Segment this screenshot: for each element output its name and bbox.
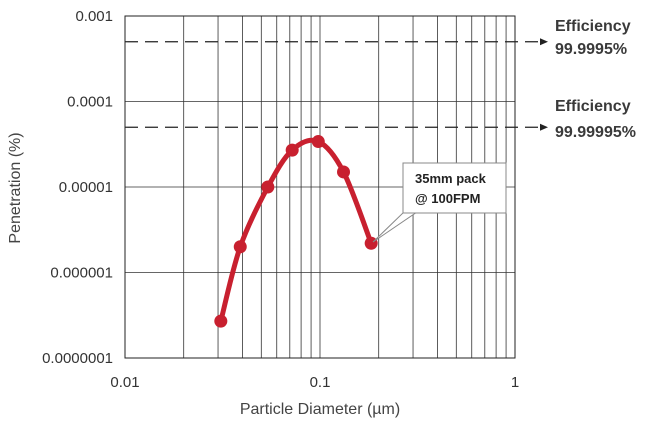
data-point-5 (311, 135, 325, 149)
efficiency-label-1: Efficiency 99.9995% (555, 18, 631, 58)
data-point-6 (337, 165, 351, 179)
reference-arrow-1 (540, 38, 548, 46)
y-axis-title: Penetration (%) (7, 132, 24, 243)
series-line (218, 137, 374, 324)
data-series (214, 135, 378, 328)
plot-frame (124, 15, 516, 359)
efficiency-label-1-value: 99.9995% (555, 41, 627, 58)
plot-border (124, 15, 516, 359)
callout-pointer (372, 209, 419, 243)
callout-box (402, 162, 507, 214)
callout-line-1: 35mm pack (415, 171, 487, 186)
data-point-4 (285, 143, 299, 157)
efficiency-label-2: Efficiency 99.99995% (555, 98, 636, 141)
callout: 35mm pack @ 100FPM (372, 162, 507, 243)
y-tick-label: 0.0001 (67, 94, 113, 111)
callout-line-2: @ 100FPM (415, 191, 480, 206)
efficiency-label-2-value: 99.99995% (555, 124, 636, 141)
x-tick-label: 0.01 (110, 374, 139, 391)
x-tick-label: 1 (511, 374, 519, 391)
tick-labels: 0.01 0.1 1 0.001 0.0001 0.00001 0.000001 0.0000… (42, 8, 519, 391)
data-point-3 (261, 180, 275, 194)
x-tick-label: 0.1 (310, 374, 331, 391)
y-tick-label: 0.000001 (50, 265, 113, 282)
reference-arrow-2 (540, 123, 548, 131)
efficiency-label-2-title: Efficiency (555, 98, 631, 115)
x-axis-title: Particle Diameter (µm) (240, 401, 400, 418)
y-tick-label: 0.001 (75, 8, 113, 25)
efficiency-label-1-title: Efficiency (555, 18, 631, 35)
reference-lines (125, 38, 548, 131)
y-tick-label: 0.00001 (59, 179, 113, 196)
data-point-1 (214, 314, 228, 328)
data-point-2 (233, 240, 247, 254)
y-tick-label: 0.0000001 (42, 350, 113, 367)
